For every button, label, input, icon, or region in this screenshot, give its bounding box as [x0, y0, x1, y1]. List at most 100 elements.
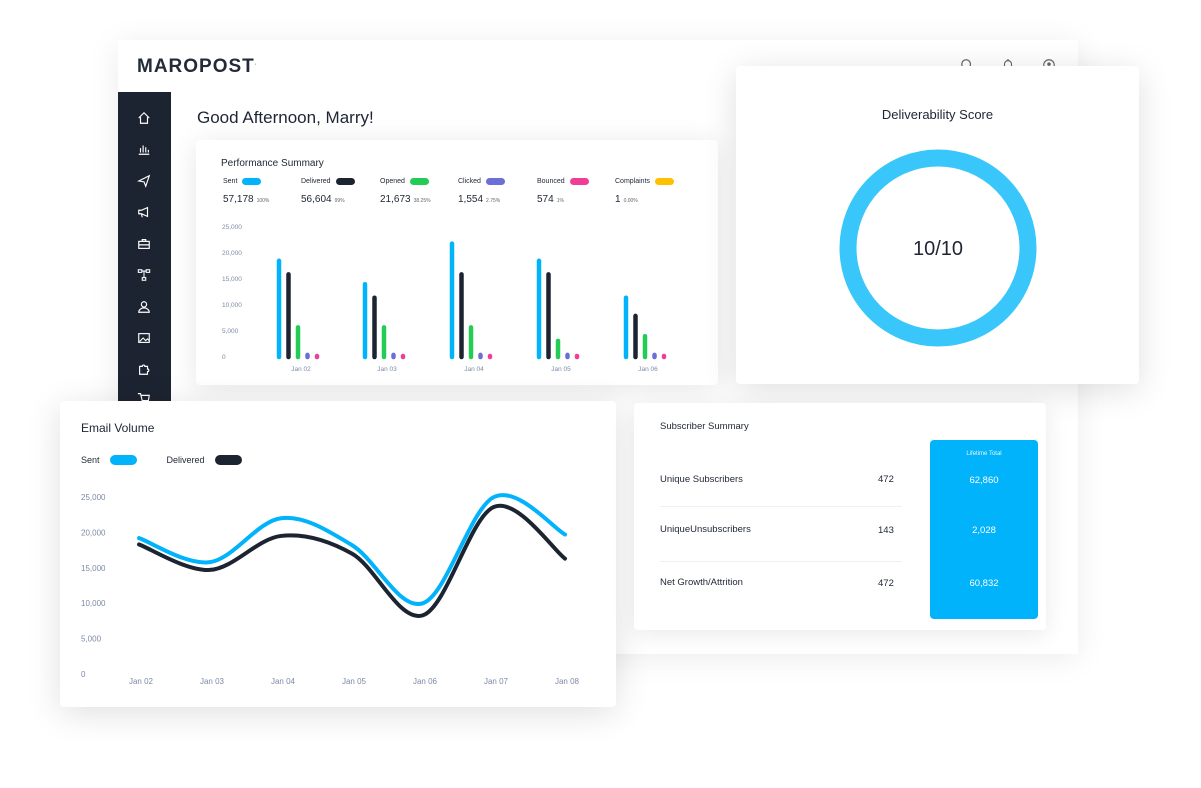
- x-tick-label: Jan 03: [377, 366, 397, 373]
- metric-percent: 38.25%: [413, 198, 431, 204]
- series-line-delivered: [137, 503, 567, 618]
- workflow-icon[interactable]: [134, 265, 154, 285]
- metric-bounced[interactable]: Bounced 574 1%: [537, 178, 617, 205]
- row-count-net-growth: 472: [878, 578, 894, 589]
- y-tick-label: 25,000: [81, 493, 106, 502]
- email-volume-line-chart: 0 5,000 10,000 15,000 20,000 25,000 Jan 02 Jan …: [81, 493, 580, 686]
- x-tick-label: Jan 05: [551, 366, 571, 373]
- row-label-net-growth: Net Growth/Attrition: [660, 577, 743, 588]
- performance-summary-title: Performance Summary: [221, 158, 324, 169]
- deliverability-title: Deliverability Score: [881, 107, 994, 122]
- y-tick-label: 15,000: [222, 276, 242, 283]
- metric-label: Complaints: [615, 178, 651, 185]
- legend-label-delivered: Delivered: [166, 455, 205, 465]
- person-icon[interactable]: [134, 297, 154, 317]
- series-line-sent: [137, 493, 567, 606]
- x-tick-label: Jan 08: [555, 677, 580, 686]
- metric-value: 1: [615, 194, 621, 205]
- lifetime-value-unique-unsubscribers: 2,028: [972, 525, 996, 536]
- performance-bar-chart: 0 5,000 10,000 15,000 20,000 25,000 Jan 02 Jan …: [222, 224, 667, 373]
- bounced-legend-pill: [569, 178, 589, 185]
- x-tick-label: Jan 02: [291, 366, 311, 373]
- deliverability-gauge: 10/10: [839, 149, 1037, 347]
- sent-legend-pill: [242, 178, 262, 185]
- metric-sent[interactable]: Sent 57,178 100%: [223, 178, 303, 205]
- clicked-legend-pill: [485, 178, 505, 185]
- metric-percent: 1%: [556, 198, 564, 204]
- brand-logo[interactable]: MAROPOST.: [137, 56, 258, 77]
- sidebar: [118, 92, 171, 404]
- y-tick-label: 10,000: [222, 302, 242, 309]
- opened-legend-pill: [409, 178, 429, 185]
- row-divider: [660, 561, 902, 562]
- x-tick-label: Jan 07: [484, 677, 509, 686]
- metric-percent: 0.00%: [623, 198, 638, 204]
- bar-chart-icon[interactable]: [134, 139, 154, 159]
- metric-clicked[interactable]: Clicked 1,554 2.75%: [458, 178, 538, 205]
- megaphone-icon[interactable]: [134, 202, 154, 222]
- image-icon[interactable]: [134, 328, 154, 348]
- row-count-unique-unsubscribers: 143: [878, 525, 894, 536]
- metric-complaints[interactable]: Complaints 1 0.00%: [615, 178, 695, 205]
- x-tick-label: Jan 02: [129, 677, 154, 686]
- lifetime-value-net-growth: 60,832: [969, 578, 999, 589]
- send-icon[interactable]: [134, 171, 154, 191]
- x-tick-label: Jan 04: [271, 677, 296, 686]
- y-tick-label: 5,000: [81, 635, 102, 644]
- email-volume-card: Email Volume Sent Delivered 0 5,000 10,000…: [60, 401, 616, 707]
- metric-percent: 99%: [334, 198, 345, 204]
- metric-label: Sent: [223, 178, 238, 185]
- metric-label: Clicked: [458, 178, 481, 185]
- puzzle-icon[interactable]: [134, 359, 154, 379]
- legend-pill-delivered: [214, 455, 242, 465]
- deliverability-score-card: Deliverability Score 10/10: [736, 66, 1139, 384]
- metric-label: Opened: [380, 178, 405, 185]
- y-tick-label: 10,000: [81, 599, 106, 608]
- row-label-unique-subscribers: Unique Subscribers: [660, 474, 743, 485]
- y-tick-label: 20,000: [81, 528, 106, 537]
- metric-value: 56,604: [301, 194, 332, 205]
- y-tick-label: 20,000: [222, 250, 242, 257]
- metric-delivered[interactable]: Delivered 56,604 99%: [301, 178, 381, 205]
- metric-value: 21,673: [380, 194, 411, 205]
- y-tick-label: 25,000: [222, 224, 242, 231]
- metric-value: 1,554: [458, 194, 484, 205]
- legend-pill-sent: [109, 455, 137, 465]
- row-divider: [660, 506, 902, 507]
- x-tick-label: Jan 05: [342, 677, 367, 686]
- legend-label-sent: Sent: [81, 455, 100, 465]
- home-icon[interactable]: [134, 108, 154, 128]
- delivered-legend-pill: [335, 178, 355, 185]
- row-label-unique-unsubscribers: UniqueUnsubscribers: [660, 524, 751, 535]
- metric-value: 57,178: [223, 194, 254, 205]
- x-tick-label: Jan 04: [464, 366, 484, 373]
- x-tick-label: Jan 06: [638, 366, 658, 373]
- complaints-legend-pill: [655, 178, 675, 185]
- lifetime-total-label: Lifetime Total: [966, 451, 1002, 457]
- y-tick-label: 15,000: [81, 564, 106, 573]
- metric-label: Bounced: [537, 178, 565, 185]
- y-tick-label: 0: [81, 670, 86, 679]
- metric-percent: 100%: [256, 198, 270, 204]
- lifetime-value-unique-subscribers: 62,860: [969, 475, 999, 486]
- email-volume-legend: Sent Delivered: [81, 455, 272, 465]
- subscriber-summary-card: Subscriber Summary Unique Subscribers 47…: [634, 403, 1046, 630]
- deliverability-ring: [839, 149, 1037, 347]
- performance-summary-card: Performance Summary Sent 57,178 100% Deli…: [196, 140, 718, 385]
- cart-icon[interactable]: [134, 388, 154, 408]
- y-tick-label: 5,000: [222, 328, 239, 335]
- greeting-heading: Good Afternoon, Marry!: [197, 108, 374, 127]
- subscriber-summary-title: Subscriber Summary: [660, 421, 749, 432]
- metric-label: Delivered: [301, 178, 331, 185]
- row-count-unique-subscribers: 472: [878, 474, 894, 485]
- x-tick-label: Jan 06: [413, 677, 438, 686]
- metric-percent: 2.75%: [486, 198, 501, 204]
- email-volume-title: Email Volume: [81, 421, 155, 435]
- briefcase-icon[interactable]: [134, 234, 154, 254]
- metric-opened[interactable]: Opened 21,673 38.25%: [380, 178, 460, 205]
- lifetime-total-panel: Lifetime Total 62,860 2,028 60,832: [930, 440, 1038, 619]
- metric-value: 574: [537, 194, 554, 205]
- bell-icon[interactable]: [999, 56, 1017, 74]
- deliverability-score: 10/10: [913, 238, 963, 260]
- x-tick-label: Jan 03: [200, 677, 225, 686]
